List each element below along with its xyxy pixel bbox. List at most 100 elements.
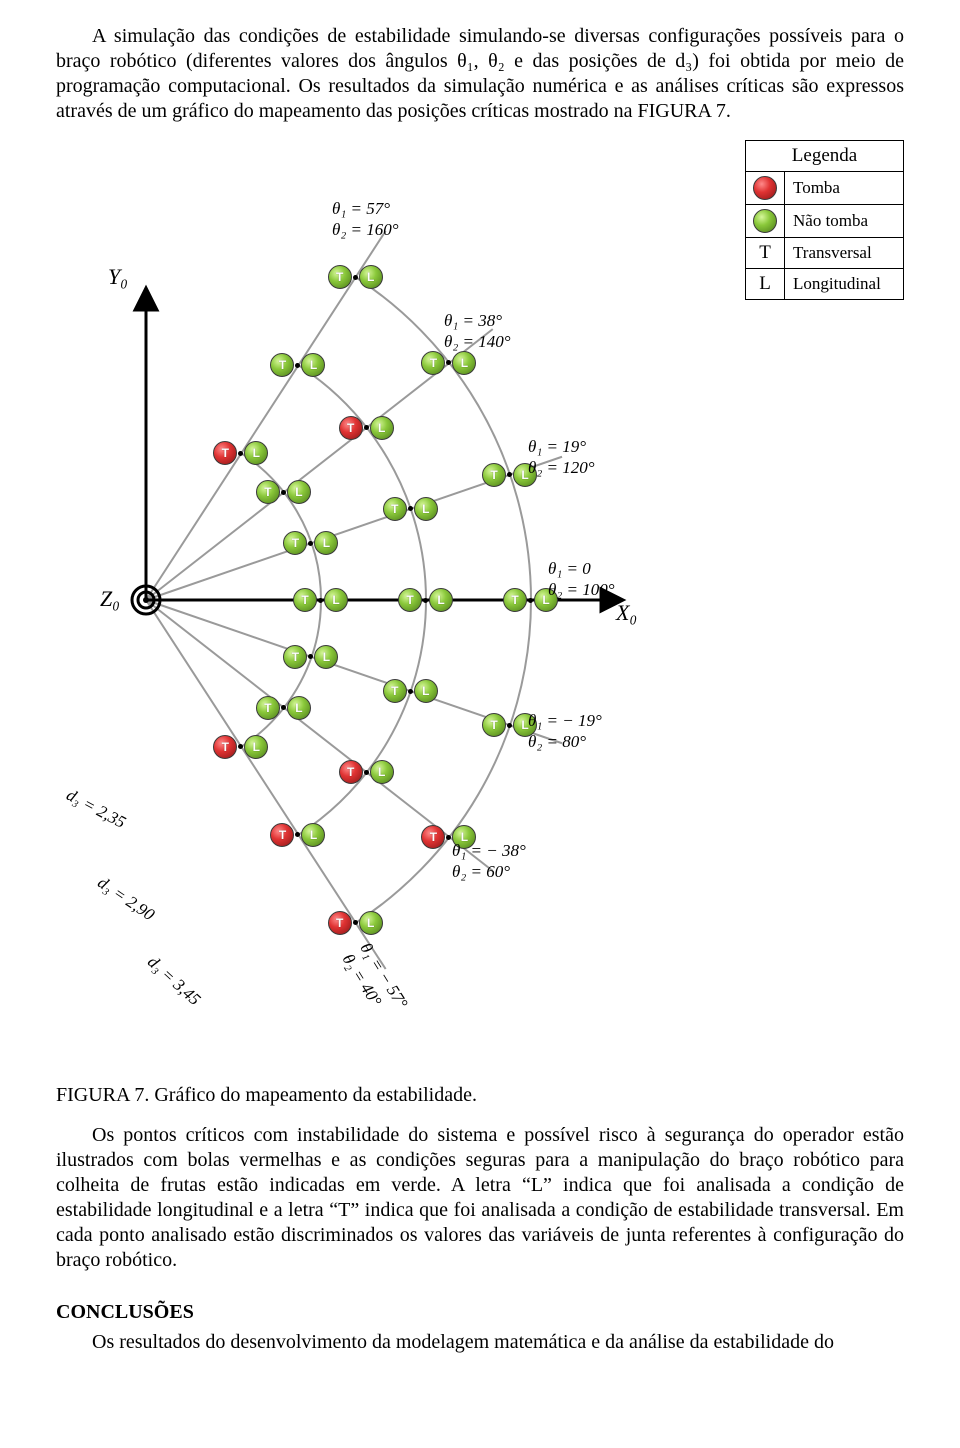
legend-key bbox=[746, 205, 785, 237]
ball-longitudinal: L bbox=[301, 353, 325, 377]
node-pair: TL bbox=[339, 416, 394, 440]
legend-title: Legenda bbox=[746, 141, 903, 172]
ball-longitudinal: L bbox=[370, 760, 394, 784]
node-dot bbox=[238, 744, 243, 749]
legend-row: TTransversal bbox=[746, 238, 903, 269]
node-pair: TL bbox=[256, 480, 311, 504]
angle-annotation: θ₁ = − 38° θ₂ = 60° bbox=[452, 840, 526, 883]
node-pair: TL bbox=[270, 823, 325, 847]
node-dot bbox=[408, 506, 413, 511]
legend-label: Não tomba bbox=[785, 205, 903, 237]
ball-transversal: T bbox=[339, 760, 363, 784]
node-pair: TL bbox=[283, 531, 338, 555]
ball-transversal: T bbox=[283, 645, 307, 669]
ball-longitudinal: L bbox=[314, 645, 338, 669]
node-dot bbox=[281, 705, 286, 710]
legend-row: Tomba bbox=[746, 172, 903, 205]
node-dot bbox=[423, 598, 428, 603]
node-dot bbox=[295, 832, 300, 837]
figure-caption: FIGURA 7. Gráfico do mapeamento da estab… bbox=[56, 1084, 904, 1107]
node-dot bbox=[507, 723, 512, 728]
ball-transversal: T bbox=[213, 441, 237, 465]
axis-label-y: Y₀ bbox=[108, 266, 128, 288]
ball-transversal: T bbox=[328, 265, 352, 289]
legend-key: T bbox=[746, 238, 785, 268]
ball-longitudinal: L bbox=[244, 735, 268, 759]
node-dot bbox=[238, 451, 243, 456]
angle-annotation: θ₁ = 0 θ₂ = 100° bbox=[548, 558, 615, 601]
node-pair: TL bbox=[328, 911, 383, 935]
legend-key: L bbox=[746, 269, 785, 299]
angle-annotation: θ₁ = 38° θ₂ = 140° bbox=[444, 310, 511, 353]
node-dot bbox=[308, 541, 313, 546]
legend-label: Longitudinal bbox=[785, 269, 903, 299]
node-dot bbox=[318, 598, 323, 603]
ball-longitudinal: L bbox=[287, 696, 311, 720]
legend: LegendaTombaNão tombaTTransversal L Longit… bbox=[745, 140, 904, 300]
ball-transversal: T bbox=[503, 588, 527, 612]
node-pair: TL bbox=[328, 265, 383, 289]
paragraph-discussion: Os pontos críticos com instabilidade do … bbox=[56, 1123, 904, 1273]
node-pair: TL bbox=[339, 760, 394, 784]
ball-longitudinal: L bbox=[287, 480, 311, 504]
legend-letter: L bbox=[759, 273, 771, 295]
node-dot bbox=[353, 920, 358, 925]
node-pair: TL bbox=[213, 441, 268, 465]
ball-longitudinal: L bbox=[370, 416, 394, 440]
ball-transversal: T bbox=[283, 531, 307, 555]
node-pair: TL bbox=[270, 353, 325, 377]
ball-transversal: T bbox=[270, 353, 294, 377]
node-pair: TL bbox=[283, 645, 338, 669]
node-dot bbox=[446, 835, 451, 840]
axis-label-z: Z₀ bbox=[100, 588, 120, 610]
ball-transversal: T bbox=[383, 497, 407, 521]
node-pair: TL bbox=[213, 735, 268, 759]
node-dot bbox=[353, 275, 358, 280]
legend-row: L Longitudinal bbox=[746, 269, 903, 299]
ball-transversal: T bbox=[256, 696, 280, 720]
node-dot bbox=[295, 363, 300, 368]
legend-label: Tomba bbox=[785, 172, 903, 204]
ball-longitudinal: L bbox=[359, 911, 383, 935]
ball-transversal: T bbox=[339, 416, 363, 440]
legend-ball-red bbox=[753, 176, 777, 200]
ball-longitudinal: L bbox=[301, 823, 325, 847]
ball-longitudinal: L bbox=[414, 679, 438, 703]
node-dot bbox=[308, 654, 313, 659]
node-dot bbox=[528, 598, 533, 603]
legend-label: Transversal bbox=[785, 238, 903, 268]
ball-transversal: T bbox=[293, 588, 317, 612]
ball-longitudinal: L bbox=[414, 497, 438, 521]
figure-7: Y₀ Z₀ X₀ LegendaTombaNão tombaTTransvers… bbox=[56, 140, 904, 1060]
ball-transversal: T bbox=[482, 463, 506, 487]
node-pair: TL bbox=[383, 679, 438, 703]
paragraph-conclusions: Os resultados do desenvolvimento da mode… bbox=[56, 1330, 904, 1355]
node-pair: TL bbox=[256, 696, 311, 720]
ball-transversal: T bbox=[421, 825, 445, 849]
node-dot bbox=[446, 360, 451, 365]
node-dot bbox=[408, 689, 413, 694]
node-pair: TL bbox=[398, 588, 453, 612]
ball-longitudinal: L bbox=[452, 351, 476, 375]
ball-transversal: T bbox=[383, 679, 407, 703]
ball-transversal: T bbox=[328, 911, 352, 935]
legend-ball-green bbox=[753, 209, 777, 233]
node-dot bbox=[281, 490, 286, 495]
legend-row: Não tomba bbox=[746, 205, 903, 238]
node-pair: TL bbox=[421, 351, 476, 375]
ball-transversal: T bbox=[398, 588, 422, 612]
node-dot bbox=[364, 770, 369, 775]
ball-longitudinal: L bbox=[429, 588, 453, 612]
ball-longitudinal: L bbox=[359, 265, 383, 289]
ball-transversal: T bbox=[421, 351, 445, 375]
ball-transversal: T bbox=[482, 713, 506, 737]
ball-longitudinal: L bbox=[324, 588, 348, 612]
paragraph-intro: A simulação das condições de estabilidad… bbox=[56, 24, 904, 124]
ball-longitudinal: L bbox=[244, 441, 268, 465]
ball-transversal: T bbox=[270, 823, 294, 847]
node-dot bbox=[364, 425, 369, 430]
axis-label-x: X₀ bbox=[616, 602, 637, 624]
ball-transversal: T bbox=[256, 480, 280, 504]
section-conclusions: CONCLUSÕES bbox=[56, 1301, 904, 1324]
node-pair: TL bbox=[383, 497, 438, 521]
